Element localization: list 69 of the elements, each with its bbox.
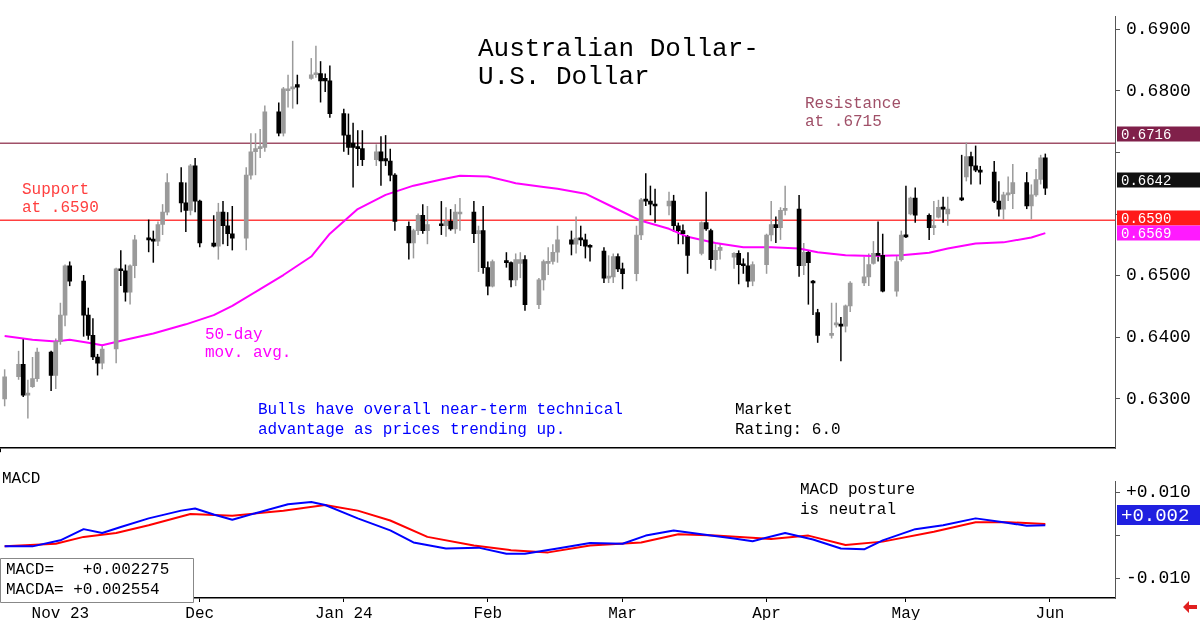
x-tick-label: Jun <box>1035 604 1065 620</box>
text: Australian Dollar- U.S. Dollar <box>478 33 759 93</box>
candlestick <box>750 260 755 287</box>
candlestick <box>341 107 347 153</box>
candlestick <box>931 200 937 236</box>
text: +0.002 <box>1121 505 1190 528</box>
candlestick <box>908 196 913 216</box>
x-tick-label: Jan 24 <box>314 604 373 620</box>
candlestick <box>420 203 426 235</box>
candlestick <box>912 186 918 224</box>
candlestick <box>555 224 560 264</box>
y-tick-label: +0.010 <box>1126 481 1191 502</box>
x-tick-label: Nov 23 <box>31 604 90 620</box>
candlestick <box>801 242 807 276</box>
candlestick <box>425 205 430 245</box>
candlestick <box>25 379 31 420</box>
candlestick <box>439 200 444 236</box>
candlestick <box>545 246 551 276</box>
candlestick <box>903 184 909 239</box>
candlestick <box>373 143 379 167</box>
candlestick <box>513 252 519 287</box>
ref-line-label: Resistance at .6715 <box>805 95 902 132</box>
annotation: Market Rating: 6.0 <box>735 401 841 440</box>
text: 0.6642 <box>1121 172 1172 189</box>
annotation: Bulls have overall near-term technical advantage as prices trending up. <box>258 401 623 440</box>
text: 0.6590 <box>1121 210 1172 227</box>
series-label: 50-day mov. avg. <box>205 326 292 363</box>
candlestick <box>964 141 969 183</box>
candlestick <box>829 302 834 340</box>
candlestick <box>745 251 751 289</box>
candlestick <box>476 224 481 273</box>
candlestick <box>295 73 300 106</box>
text: 0.6716 <box>1121 126 1172 143</box>
y-tick-label: 0.6900 <box>1126 18 1191 39</box>
candlestick <box>583 232 588 260</box>
candlestick <box>736 249 742 286</box>
y-tick-label: -0.010 <box>1126 567 1191 588</box>
candlestick <box>448 208 453 232</box>
candlestick <box>945 196 951 227</box>
y-tick-label: 0.6500 <box>1126 265 1191 286</box>
candlestick <box>713 243 718 272</box>
candlestick <box>99 343 105 371</box>
candlestick <box>276 101 282 138</box>
candlestick <box>773 215 779 244</box>
annotation: MACD= +0.002275 MACDA= +0.002554 <box>6 561 170 600</box>
candlestick <box>16 350 21 381</box>
text: 0.6569 <box>1121 225 1172 242</box>
candlestick <box>866 252 872 287</box>
candlestick <box>838 316 844 363</box>
candlestick <box>587 243 593 263</box>
candlestick <box>383 134 388 167</box>
candlestick <box>313 45 319 79</box>
candlestick <box>1010 163 1016 210</box>
candlestick <box>67 260 73 287</box>
x-tick-label: Feb <box>473 604 503 620</box>
x-tick-label: Dec <box>185 604 215 620</box>
x-tick-label: Mar <box>608 604 637 620</box>
candlestick <box>806 249 811 306</box>
candlestick <box>253 132 258 176</box>
y-tick-label: 0.6400 <box>1126 327 1191 348</box>
annotation: MACD posture is neutral <box>800 481 916 520</box>
y-tick-label: 0.6800 <box>1126 80 1191 101</box>
chart-title: MACD <box>2 470 41 489</box>
candlestick <box>610 252 616 284</box>
y-tick-label: 0.6300 <box>1126 388 1191 409</box>
candlestick <box>229 205 235 252</box>
candlestick <box>569 229 574 257</box>
ref-line-label: Support at .6590 <box>22 181 99 218</box>
candlestick <box>2 368 7 408</box>
